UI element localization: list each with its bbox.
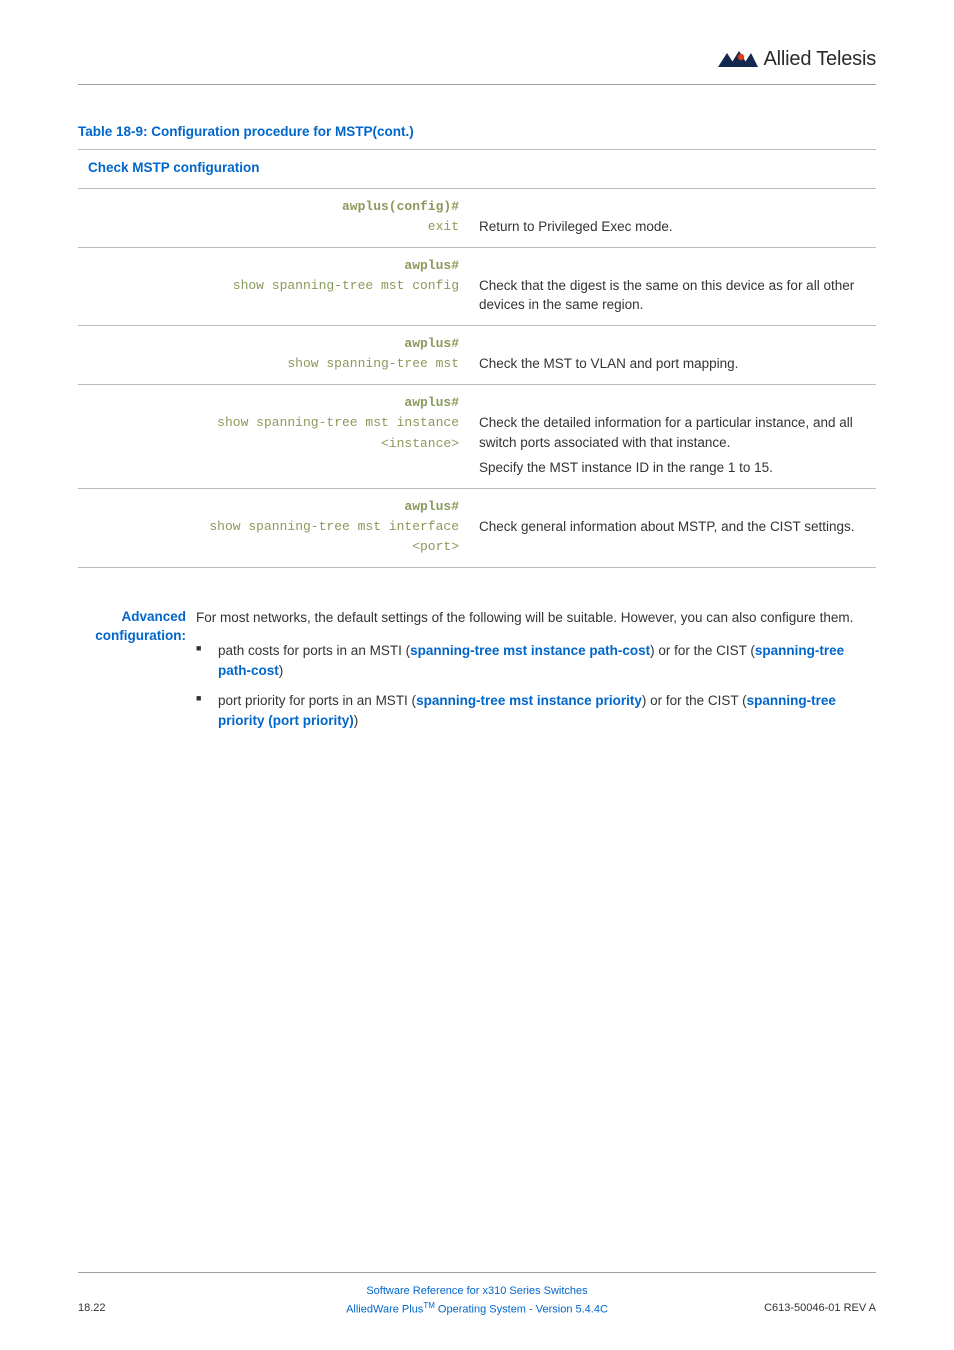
advanced-label-line: Advanced <box>121 609 186 624</box>
page-footer: Software Reference for x310 Series Switc… <box>78 1272 876 1314</box>
brand-logo-block: Allied Telesis <box>718 48 876 71</box>
footer-text: Operating System - Version 5.4.4C <box>435 1304 608 1316</box>
cmd-text: show spanning-tree mst <box>287 356 459 371</box>
advanced-config-block: Advanced configuration: For most network… <box>78 608 876 741</box>
advanced-intro: For most networks, the default settings … <box>196 610 853 625</box>
cmd-text: exit <box>428 219 459 234</box>
cmd-desc: Check the detailed information for a par… <box>469 385 876 489</box>
page-number: 18.22 <box>78 1302 106 1314</box>
cmd-desc-line: Check the detailed information for a par… <box>479 415 853 450</box>
list-item: path costs for ports in an MSTI (spannin… <box>196 641 876 682</box>
cmd-arg: <port> <box>412 539 459 554</box>
bullet-text: ) <box>354 713 359 728</box>
footer-text: AlliedWare Plus <box>346 1304 423 1316</box>
advanced-label: Advanced configuration: <box>78 608 196 741</box>
cmd-arg: <instance> <box>381 436 459 451</box>
table-caption: Table 18-9: Configuration procedure for … <box>78 124 876 139</box>
table-row: awplus# show spanning-tree mst interface… <box>78 488 876 567</box>
table-row: awplus(config)# exit Return to Privilege… <box>78 188 876 247</box>
advanced-list: path costs for ports in an MSTI (spannin… <box>196 641 876 732</box>
footer-line-1: Software Reference for x310 Series Switc… <box>78 1283 876 1300</box>
cmd-prompt: awplus# <box>404 258 459 273</box>
cmd-prompt: awplus# <box>404 499 459 514</box>
doc-rev: C613-50046-01 REV A <box>764 1302 876 1314</box>
cmd-desc-line: Specify the MST instance ID in the range… <box>479 458 773 478</box>
allied-telesis-mark <box>718 51 758 69</box>
cmd-desc: Check the MST to VLAN and port mapping. <box>469 325 876 384</box>
link-text[interactable]: spanning-tree mst instance path-cost <box>410 643 650 658</box>
table-row: awplus# show spanning-tree mst Check the… <box>78 325 876 384</box>
cmd-text: show spanning-tree mst config <box>233 278 459 293</box>
cmd-text: show spanning-tree mst instance <box>217 415 459 430</box>
bullet-text: ) or for the CIST ( <box>642 693 747 708</box>
config-table: Check MSTP configuration awplus(config)#… <box>78 149 876 568</box>
cmd-prompt: awplus# <box>404 336 459 351</box>
footer-rule <box>78 1272 876 1273</box>
link-text[interactable]: spanning-tree mst instance priority <box>416 693 642 708</box>
cmd-desc: Check general information about MSTP, an… <box>469 488 876 567</box>
table-row: awplus# show spanning-tree mst config Ch… <box>78 247 876 325</box>
list-item: port priority for ports in an MSTI (span… <box>196 691 876 732</box>
footer-tm: TM <box>423 1301 435 1310</box>
cmd-desc: Return to Privileged Exec mode. <box>469 188 876 247</box>
header-rule <box>78 84 876 85</box>
bullet-text: ) or for the CIST ( <box>650 643 755 658</box>
brand-name: Allied Telesis <box>764 48 876 71</box>
cmd-desc: Check that the digest is the same on thi… <box>469 247 876 325</box>
table-row: awplus# show spanning-tree mst instance … <box>78 385 876 489</box>
bullet-text: path costs for ports in an MSTI ( <box>218 643 410 658</box>
bullet-text: ) <box>279 663 284 678</box>
bullet-text: port priority for ports in an MSTI ( <box>218 693 416 708</box>
cmd-prompt: awplus# <box>404 395 459 410</box>
advanced-label-line: configuration: <box>95 628 186 643</box>
table-section-title: Check MSTP configuration <box>78 150 876 189</box>
cmd-prompt: awplus(config)# <box>342 199 459 214</box>
cmd-text: show spanning-tree mst interface <box>209 519 459 534</box>
